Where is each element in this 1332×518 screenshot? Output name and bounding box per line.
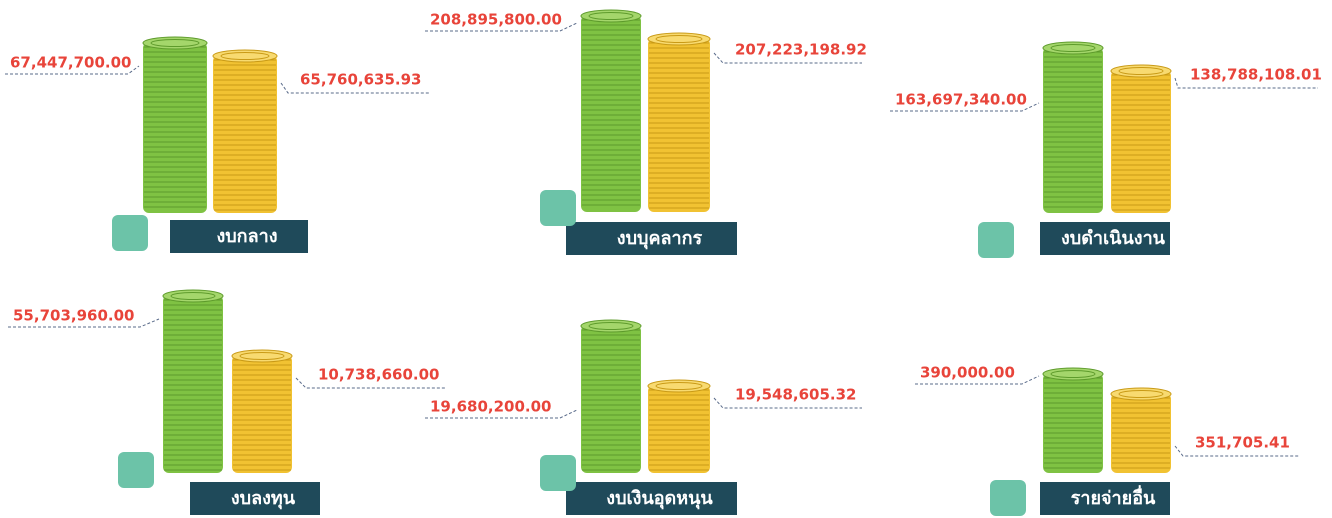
coin-stack [581,15,641,212]
coin-inner [1050,370,1096,378]
panel-title: งบบุคลากร [617,228,703,250]
spent-label: 351,705.41 [1195,434,1290,452]
title-bar [1040,482,1170,515]
allocated-label: 19,680,200.00 [430,398,551,416]
coin-inner [220,52,270,60]
allocated-label: 67,447,700.00 [10,54,131,72]
coin-inner [239,352,285,360]
icon [540,190,576,226]
spent-label: 138,788,108.01 [1190,66,1322,84]
panel-title: งบดำเนินงาน [1061,228,1166,249]
icon [978,222,1014,258]
title-bar [566,482,737,515]
title-bar [566,222,737,255]
coin-top [1042,41,1104,55]
coin-top [212,49,278,63]
icon [990,480,1026,516]
leader-line [890,102,1040,112]
leader-line [425,22,578,32]
leader-line [915,375,1040,385]
coin-inner [655,35,703,43]
leader-line [5,65,140,75]
spent-label: 10,738,660.00 [318,366,439,384]
leader-line [1174,445,1300,457]
coin-top [1110,64,1172,78]
coin-top [580,9,642,23]
spent-label: 65,760,635.93 [300,71,421,89]
leader-line [1174,77,1318,89]
coin-top [142,36,208,50]
title-bar [190,482,320,515]
coin-stack [648,385,710,473]
leader-line [713,52,862,64]
allocated-label: 208,895,800.00 [430,11,562,29]
panel-title: งบลงทุน [231,488,296,510]
coin-stack [581,325,641,473]
leader-line [713,397,862,409]
coin-stack [1111,70,1171,213]
coin-top [647,32,711,46]
panel-title: รายจ่ายอื่น [1071,485,1156,509]
title-bar [1040,222,1170,255]
leader-line [425,409,578,419]
panel-title: งบกลาง [216,226,277,247]
spent-label: 207,223,198.92 [735,41,867,59]
coin-inner [150,39,200,47]
icon [112,215,148,251]
allocated-label: 390,000.00 [920,364,1015,382]
coin-top [1110,387,1172,401]
coin-top [162,289,224,303]
coin-inner [588,322,634,330]
coin-inner [1118,67,1164,75]
coin-top [580,319,642,333]
coin-stack [163,295,223,473]
leader-line [8,318,160,328]
coin-top [647,379,711,393]
allocated-label: 163,697,340.00 [895,91,1027,109]
panel-title: งบเงินอุดหนุน [606,488,713,510]
coin-inner [588,12,634,20]
coin-inner [1118,390,1164,398]
leader-line [280,82,430,94]
allocated-label: 55,703,960.00 [13,307,134,325]
coin-top [231,349,293,363]
spent-label: 19,548,605.32 [735,386,856,404]
leader-line [295,377,445,389]
coin-inner [170,292,216,300]
coin-inner [1050,44,1096,52]
coin-stack [648,38,710,212]
coin-top [1042,367,1104,381]
icon [118,452,154,488]
title-bar [170,220,308,253]
coin-inner [655,382,703,390]
icon [540,455,576,491]
coin-stack [213,55,277,213]
